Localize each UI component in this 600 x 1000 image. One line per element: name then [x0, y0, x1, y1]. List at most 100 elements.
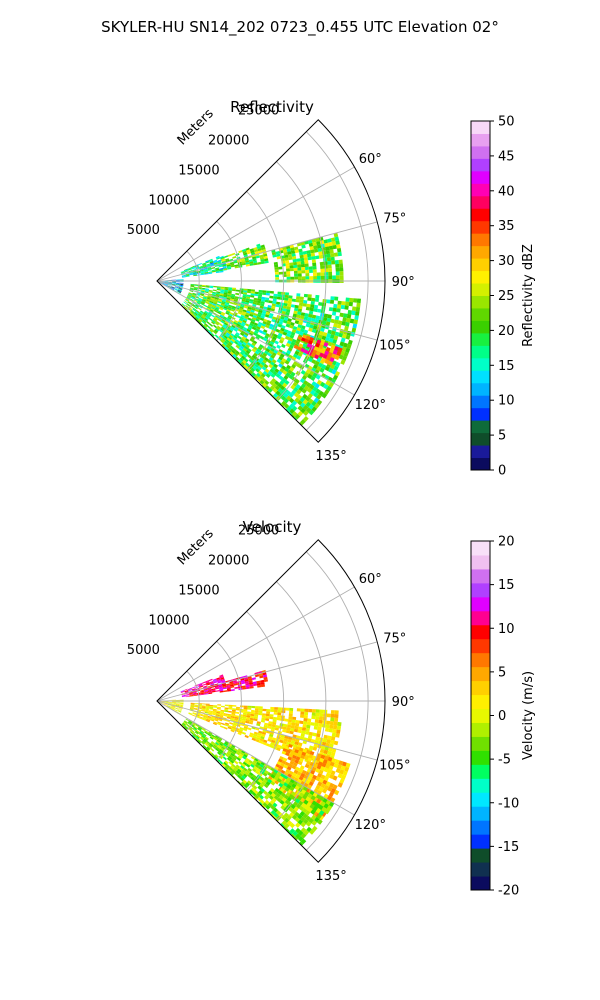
- echo-cell: [292, 258, 297, 263]
- echo-cell: [167, 706, 171, 709]
- echo-cell: [244, 752, 249, 756]
- echo-cell: [291, 328, 297, 333]
- colorbar-band: [471, 445, 490, 459]
- echo-cell: [267, 370, 273, 376]
- echo-cell: [236, 315, 241, 319]
- velocity-azimuth-ticks: 60° 75° 90° 105° 120° 135°: [315, 572, 414, 884]
- echo-cell: [340, 337, 346, 343]
- echo-cell: [328, 765, 334, 771]
- echo-cell: [283, 774, 289, 780]
- echo-cell: [230, 729, 235, 733]
- echo-cell: [210, 328, 214, 332]
- echo-cell: [307, 776, 313, 782]
- echo-cell: [289, 334, 295, 339]
- echo-cell: [255, 368, 260, 373]
- echo-cell: [300, 328, 305, 333]
- echo-cell: [272, 298, 277, 302]
- echo-cell: [318, 786, 324, 792]
- echo-cell: [181, 274, 186, 277]
- echo-cell: [258, 250, 263, 254]
- echo-cell: [333, 232, 339, 238]
- echo-cell: [199, 731, 204, 735]
- echo-cell: [284, 257, 289, 261]
- echo-cell: [288, 781, 294, 787]
- echo-cell: [316, 394, 322, 400]
- echo-cell: [275, 328, 281, 333]
- echo-cell: [272, 316, 277, 320]
- echo-cell: [299, 251, 304, 256]
- echo-cell: [330, 713, 335, 718]
- echo-cell: [172, 281, 176, 283]
- echo-cell: [297, 324, 302, 329]
- echo-cell: [187, 688, 192, 690]
- echo-cell: [205, 680, 210, 683]
- echo-cell: [215, 712, 220, 715]
- echo-cell: [230, 365, 236, 371]
- echo-cell: [201, 735, 206, 739]
- echo-cell: [285, 847, 292, 854]
- echo-cell: [341, 774, 347, 780]
- echo-cell: [297, 819, 304, 825]
- echo-cell: [252, 314, 257, 319]
- echo-cell: [184, 720, 188, 724]
- echo-cell: [226, 337, 231, 342]
- echo-cell: [178, 288, 183, 291]
- echo-cell: [229, 301, 234, 305]
- echo-cell: [168, 283, 172, 285]
- echo-cell: [304, 731, 310, 735]
- echo-cell: [257, 314, 262, 318]
- echo-cell: [219, 690, 224, 693]
- echo-cell: [197, 301, 201, 304]
- colorbar-band: [471, 245, 490, 259]
- echo-cell: [305, 796, 311, 802]
- echo-cell: [268, 736, 273, 740]
- echo-cell: [217, 704, 222, 706]
- echo-cell: [349, 318, 355, 324]
- echo-cell: [260, 404, 266, 410]
- echo-cell: [269, 385, 275, 391]
- echo-cell: [301, 276, 306, 280]
- echo-cell: [208, 291, 213, 293]
- echo-cell: [258, 401, 264, 407]
- echo-cell: [356, 302, 361, 308]
- echo-cell: [288, 763, 293, 768]
- echo-cell: [256, 768, 262, 773]
- echo-cell: [222, 336, 227, 341]
- echo-cell: [190, 310, 194, 314]
- echo-cell: [188, 293, 192, 296]
- echo-cell: [188, 721, 192, 724]
- echo-cell: [261, 819, 267, 825]
- echo-cell: [212, 711, 217, 713]
- echo-cell: [294, 759, 300, 764]
- echo-cell: [269, 341, 275, 346]
- echo-cell: [214, 717, 219, 721]
- echo-cell: [254, 757, 259, 762]
- colorbar-tick-label: 25: [498, 289, 515, 304]
- echo-cell: [256, 300, 261, 304]
- echo-cell: [296, 296, 301, 300]
- echo-cell: [300, 315, 305, 320]
- echo-cell: [321, 364, 327, 370]
- echo-cell: [231, 709, 236, 712]
- colorbar-tick-label: -15: [498, 840, 519, 855]
- echo-cell: [286, 333, 291, 338]
- echo-cell: [228, 362, 233, 368]
- echo-cell: [336, 304, 342, 309]
- echo-cell: [304, 791, 310, 797]
- echo-cell: [235, 751, 241, 756]
- echo-cell: [258, 309, 263, 314]
- echo-cell: [164, 703, 168, 706]
- echo-cell: [287, 303, 292, 307]
- echo-cell: [252, 774, 257, 779]
- echo-cell: [317, 726, 322, 731]
- echo-cell: [276, 358, 282, 364]
- echo-cell: [272, 370, 278, 376]
- echo-cell: [305, 727, 310, 732]
- echo-cell: [243, 794, 248, 800]
- echo-cell: [164, 281, 169, 283]
- sector-frame: [156, 539, 386, 863]
- echo-cell: [174, 289, 178, 291]
- colorbar-tick-label: 10: [498, 394, 515, 409]
- echo-cell: [269, 313, 274, 317]
- echo-cell: [258, 806, 264, 812]
